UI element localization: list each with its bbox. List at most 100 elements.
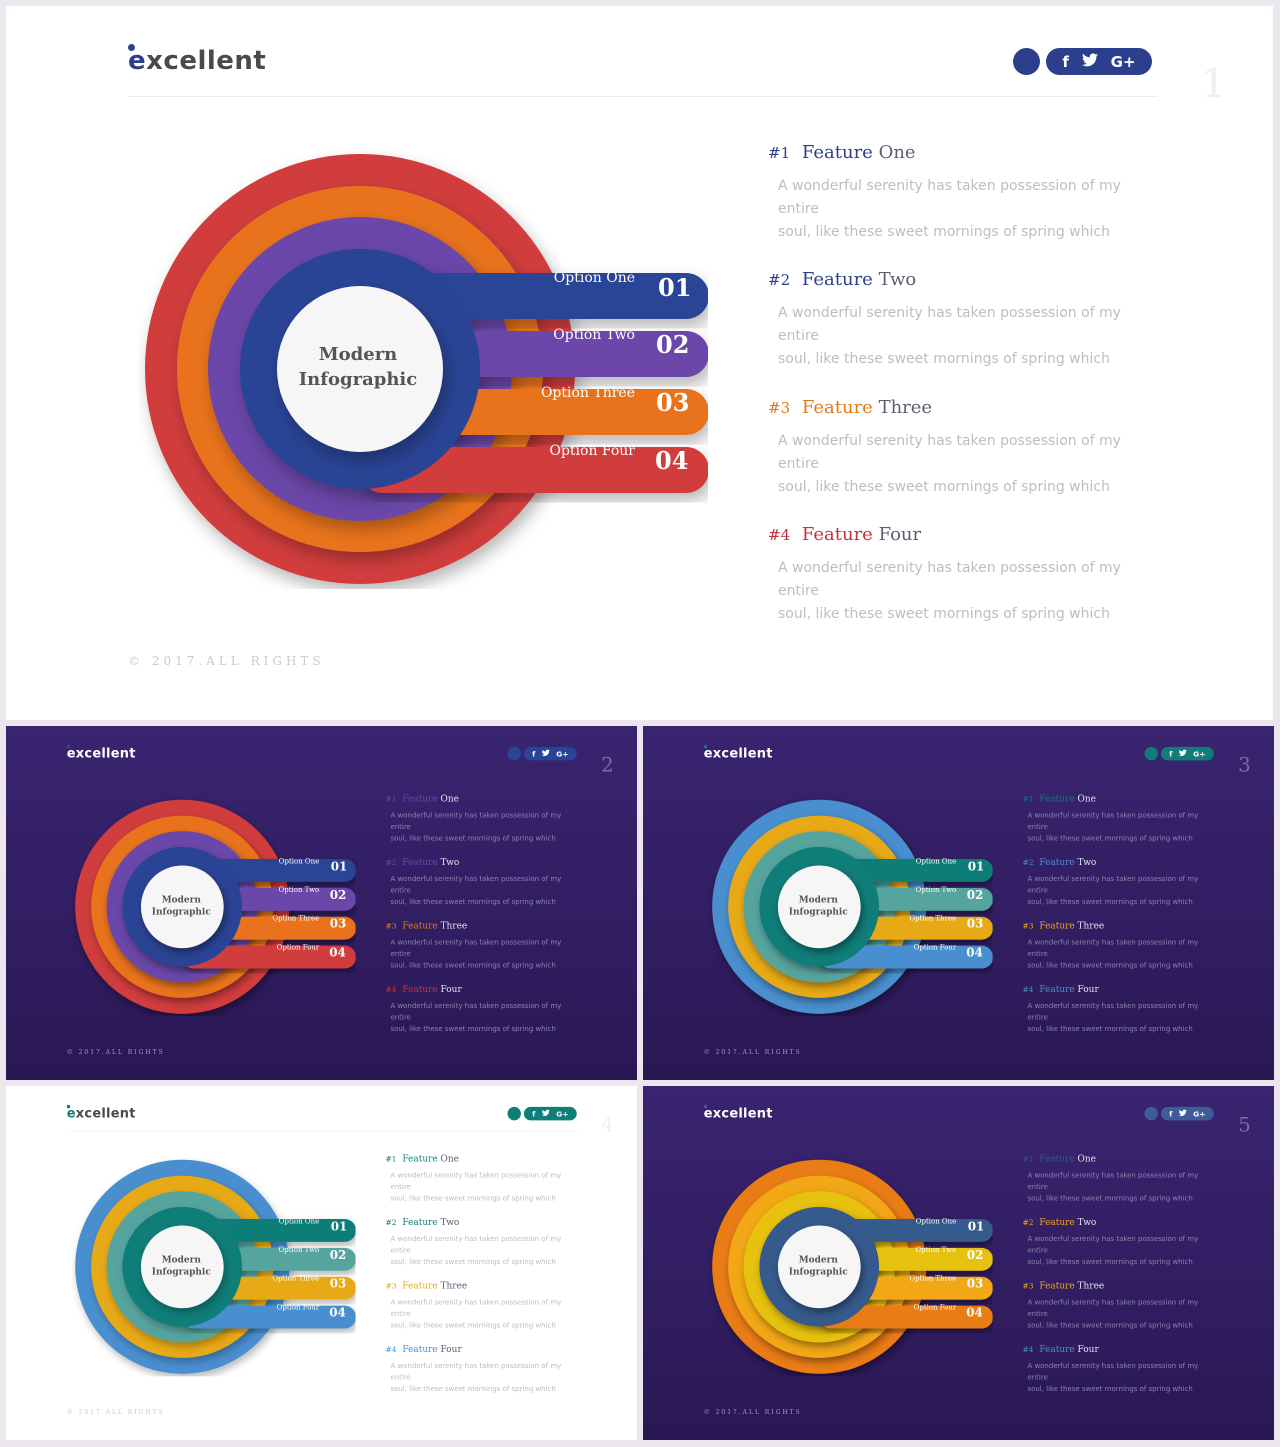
twitter-icon[interactable] — [1178, 749, 1187, 758]
option-label-2[interactable]: Option Two — [278, 885, 320, 894]
option-label-2[interactable]: Option Two — [278, 1245, 320, 1254]
option-label-2[interactable]: Option Two — [915, 885, 957, 894]
brand-logo[interactable]: excellent — [703, 1104, 773, 1121]
feature-description-line: soul, like these sweet mornings of sprin… — [390, 1257, 556, 1266]
brand-logo[interactable]: excellent — [703, 744, 773, 761]
feature-description: A wonderful serenity has taken possessio… — [1027, 1360, 1211, 1394]
option-label-1[interactable]: Option One — [915, 857, 957, 866]
feature-item-3: #3 Feature Three A wonderful serenity ha… — [385, 921, 584, 972]
option-label-4[interactable]: Option Four — [913, 943, 957, 952]
center-title-line1: Modern — [161, 1254, 201, 1265]
feature-title: Four — [1077, 1343, 1099, 1355]
feature-description: A wonderful serenity has taken possessio… — [1027, 937, 1211, 971]
social-avatar-dot[interactable] — [507, 746, 521, 761]
facebook-icon[interactable]: f — [532, 1109, 536, 1119]
slide-4[interactable]: excellent f G+ 4 Modern Infographic Opti… — [6, 1086, 637, 1440]
slide-3[interactable]: excellent f G+ 3 Modern Infographic Opti… — [643, 726, 1274, 1080]
twitter-icon[interactable] — [1081, 52, 1098, 71]
option-number-2: 02 — [966, 1247, 984, 1262]
facebook-icon[interactable]: f — [1169, 1109, 1173, 1119]
option-label-3[interactable]: Option Three — [909, 914, 957, 923]
feature-description-line: A wonderful serenity has taken possessio… — [390, 1001, 562, 1022]
feature-description-line: A wonderful serenity has taken possessio… — [390, 1361, 562, 1382]
center-title-line1: Modern — [318, 344, 398, 365]
slide-2[interactable]: excellent f G+ 2 Modern Infographic Opti… — [6, 726, 637, 1080]
feature-description-line: soul, like these sweet mornings of sprin… — [1027, 834, 1193, 843]
twitter-icon[interactable] — [1178, 1109, 1187, 1118]
feature-word: Feature — [1039, 1343, 1075, 1355]
feature-description-line: soul, like these sweet mornings of sprin… — [390, 1194, 556, 1203]
social-avatar-dot[interactable] — [1144, 1106, 1158, 1121]
brand-logo[interactable]: excellent — [66, 744, 136, 761]
brand-logo[interactable]: excellent — [128, 44, 266, 76]
option-label-3[interactable]: Option Three — [540, 385, 635, 401]
slide-content: excellent f G+ 4 Modern Infographic Opti… — [6, 1086, 637, 1440]
option-label-4[interactable]: Option Four — [276, 943, 320, 952]
feature-description-line: A wonderful serenity has taken possessio… — [778, 433, 1121, 472]
feature-description-line: A wonderful serenity has taken possessio… — [390, 1234, 562, 1255]
feature-item-4: #4 Feature Four A wonderful serenity has… — [385, 984, 584, 1035]
google-plus-icon[interactable]: G+ — [556, 1109, 569, 1119]
feature-title: Two — [440, 1216, 460, 1228]
google-plus-icon[interactable]: G+ — [556, 749, 569, 759]
center-disc — [777, 865, 861, 949]
feature-description: A wonderful serenity has taken possessio… — [778, 557, 1148, 626]
option-label-4[interactable]: Option Four — [549, 443, 635, 459]
feature-description-line: soul, like these sweet mornings of sprin… — [1027, 1024, 1193, 1033]
twitter-icon[interactable] — [541, 749, 550, 758]
google-plus-icon[interactable]: G+ — [1193, 749, 1206, 759]
twitter-icon[interactable] — [541, 1109, 550, 1118]
facebook-icon[interactable]: f — [532, 749, 536, 759]
feature-word: Feature — [402, 793, 438, 805]
logo-initial: e — [703, 745, 713, 761]
feature-description-line: A wonderful serenity has taken possessio… — [778, 178, 1121, 217]
feature-heading: #1 Feature One — [768, 142, 1168, 163]
slide-5[interactable]: excellent f G+ 5 Modern Infographic Opti… — [643, 1086, 1274, 1440]
feature-word: Feature — [1039, 1216, 1075, 1228]
google-plus-icon[interactable]: G+ — [1193, 1109, 1206, 1119]
center-title-line1: Modern — [798, 1254, 838, 1265]
circular-infographic: Modern Infographic Option One 01 Option … — [72, 797, 356, 1016]
option-label-2[interactable]: Option Two — [553, 327, 635, 343]
feature-title: Three — [1077, 920, 1105, 932]
option-label-3[interactable]: Option Three — [909, 1274, 957, 1283]
option-label-3[interactable]: Option Three — [272, 914, 320, 923]
feature-title: Three — [440, 920, 468, 932]
infographic-graphic — [712, 1159, 993, 1374]
option-label-4[interactable]: Option Four — [913, 1303, 957, 1312]
feature-item-1: #1 Feature One A wonderful serenity has … — [1022, 794, 1221, 845]
facebook-icon[interactable]: f — [1169, 749, 1173, 759]
feature-number: #1 — [1022, 1154, 1034, 1164]
feature-number: #4 — [1022, 1344, 1034, 1354]
option-label-1[interactable]: Option One — [278, 1217, 320, 1226]
feature-description: A wonderful serenity has taken possessio… — [390, 810, 574, 844]
feature-item-2: #2 Feature Two A wonderful serenity has … — [768, 269, 1168, 371]
feature-word: Feature — [402, 983, 438, 995]
option-label-3[interactable]: Option Three — [272, 1274, 320, 1283]
feature-number: #2 — [1022, 1217, 1034, 1227]
social-avatar-dot[interactable] — [507, 1106, 521, 1121]
feature-description: A wonderful serenity has taken possessio… — [390, 1297, 574, 1331]
facebook-icon[interactable]: f — [1062, 52, 1069, 71]
social-avatar-dot[interactable] — [1144, 746, 1158, 761]
brand-logo[interactable]: excellent — [66, 1104, 136, 1121]
option-number-4: 04 — [329, 945, 346, 960]
feature-item-4: #4 Feature Four A wonderful serenity has… — [385, 1344, 584, 1395]
logo-initial: e — [66, 745, 76, 761]
option-label-2[interactable]: Option Two — [915, 1245, 957, 1254]
feature-title: One — [440, 1153, 459, 1165]
option-label-1[interactable]: Option One — [553, 270, 635, 286]
option-label-1[interactable]: Option One — [915, 1217, 957, 1226]
slide-1[interactable]: excellent f G+ 1 Modern Infographic Opti… — [6, 6, 1273, 720]
option-label-4[interactable]: Option Four — [276, 1303, 320, 1312]
feature-number: #3 — [385, 921, 397, 931]
option-label-1[interactable]: Option One — [278, 857, 320, 866]
social-links: f G+ — [523, 1106, 577, 1121]
feature-description-line: A wonderful serenity has taken possessio… — [390, 874, 562, 895]
option-number-1: 01 — [967, 1218, 985, 1234]
social-avatar-dot[interactable] — [1013, 48, 1040, 75]
google-plus-icon[interactable]: G+ — [1110, 52, 1136, 71]
feature-description: A wonderful serenity has taken possessio… — [778, 430, 1148, 499]
feature-number: #1 — [768, 144, 791, 162]
copyright-footer: © 2017.ALL RIGHTS — [66, 1048, 165, 1056]
